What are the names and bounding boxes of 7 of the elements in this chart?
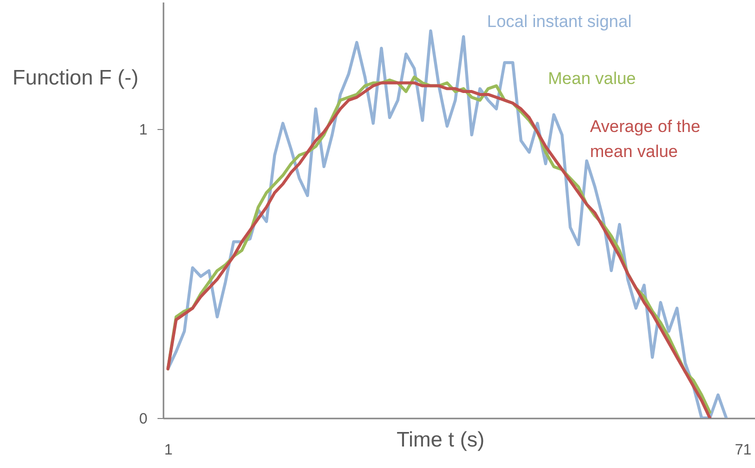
y-tick-label: 0 bbox=[139, 410, 148, 428]
y-axis-title: Function F (-) bbox=[12, 66, 139, 90]
x-axis-title: Time t (s) bbox=[396, 428, 484, 452]
series-label: Average of the mean value bbox=[590, 117, 700, 161]
text: Mean value bbox=[548, 69, 636, 88]
x-tick-label: 71 bbox=[734, 442, 752, 458]
series-label: Local instant signal bbox=[487, 12, 632, 31]
